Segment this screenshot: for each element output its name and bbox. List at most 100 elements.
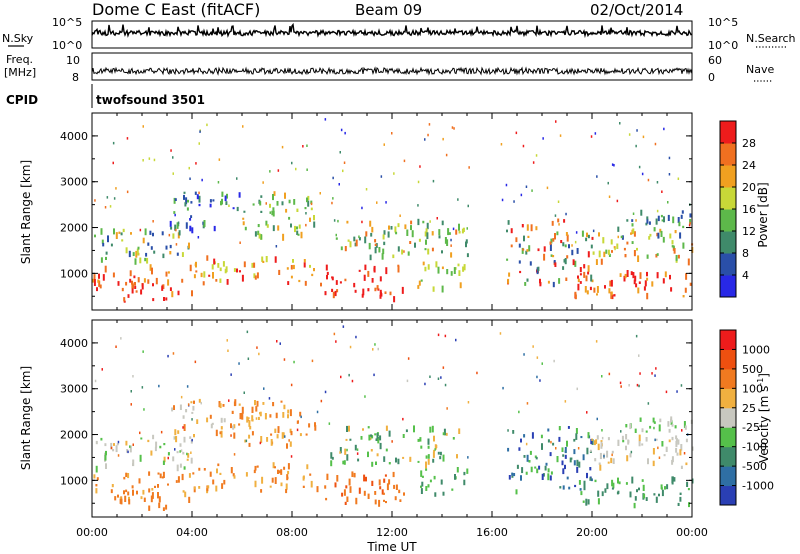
scatter-cell <box>290 431 293 436</box>
scatter-cell <box>427 264 430 270</box>
scatter-cell <box>190 201 193 204</box>
scatter-cell <box>186 458 189 461</box>
scatter-cell <box>594 132 597 135</box>
scatter-cell <box>665 446 668 452</box>
scatter-cell <box>286 267 289 270</box>
scatter-cell <box>351 471 354 477</box>
scatter-cell <box>537 248 540 252</box>
scatter-cell <box>221 191 224 197</box>
scatter-cell <box>452 437 455 440</box>
scatter-cell <box>629 491 632 498</box>
scatter-cell <box>184 491 187 498</box>
scatter-cell <box>158 384 160 388</box>
scatter-cell <box>432 179 435 183</box>
scatter-cell <box>189 436 192 439</box>
scatter-cell <box>244 439 247 443</box>
scatter-cell <box>417 180 420 184</box>
scatter-cell <box>622 439 625 443</box>
colorbar-segment <box>720 275 736 298</box>
scatter-cell <box>649 425 652 429</box>
scatter-cell <box>500 143 503 146</box>
scatter-cell <box>532 345 534 348</box>
scatter-cell <box>334 482 337 488</box>
scatter-cell <box>361 220 363 224</box>
scatter-cell <box>295 167 297 171</box>
scatter-cell <box>390 226 393 230</box>
scatter-cell <box>277 426 280 434</box>
scatter-cell <box>236 268 238 273</box>
scatter-cell <box>667 214 670 221</box>
scatter-cell <box>407 251 410 256</box>
scatter-cell <box>331 276 334 279</box>
scatter-cell <box>154 485 156 488</box>
scatter-cell <box>466 227 468 230</box>
scatter-cell <box>96 477 99 481</box>
scatter-cell <box>653 421 656 424</box>
scatter-cell <box>353 282 356 288</box>
scatter-cell <box>628 384 630 387</box>
scatter-cell <box>112 141 115 145</box>
scatter-cell <box>656 232 659 237</box>
scatter-cell <box>212 272 214 279</box>
scatter-cell <box>661 441 664 447</box>
scatter-cell <box>218 158 221 161</box>
scatter-cell <box>544 465 547 471</box>
scatter-cell <box>190 401 193 404</box>
scatter-cell <box>367 451 369 458</box>
scatter-cell <box>280 469 283 475</box>
scatter-cell <box>113 443 115 446</box>
scatter-cell <box>565 232 568 236</box>
scatter-cell <box>660 487 663 490</box>
scatter-cell <box>541 443 543 450</box>
scatter-cell <box>399 214 401 217</box>
scatter-cell <box>653 426 655 430</box>
scatter-cell <box>417 438 420 442</box>
scatter-cell <box>636 489 638 493</box>
scatter-cell <box>555 447 557 450</box>
scatter-cell <box>590 449 592 453</box>
scatter-cell <box>646 271 648 277</box>
scatter-cell <box>653 227 656 232</box>
scatter-cell <box>525 442 528 446</box>
scatter-cell <box>646 218 649 224</box>
scatter-cell <box>98 280 101 287</box>
scatter-cell <box>325 264 328 271</box>
scatter-cell <box>115 345 117 348</box>
scatter-cell <box>539 379 541 382</box>
scatter-cell <box>428 123 431 126</box>
scatter-cell <box>424 382 426 386</box>
scatter-cell <box>355 239 358 247</box>
scatter-cell <box>513 473 516 477</box>
scatter-cell <box>167 452 170 456</box>
scatter-cell <box>298 224 301 229</box>
scatter-cell <box>591 236 594 240</box>
scatter-cell <box>112 272 115 278</box>
scatter-cell <box>581 230 584 237</box>
scatter-cell <box>383 499 385 502</box>
scatter-cell <box>245 472 248 477</box>
scatter-cell <box>203 220 206 227</box>
scatter-cell <box>552 255 555 258</box>
scatter-cell <box>225 201 228 205</box>
scatter-cell <box>277 225 280 231</box>
scatter-cell <box>370 232 373 237</box>
scatter-cell <box>294 225 296 233</box>
scatter-cell <box>671 456 674 463</box>
scatter-cell <box>263 387 265 390</box>
scatter-cell <box>374 247 377 254</box>
scatter-cell <box>432 458 435 463</box>
scatter-cell <box>137 277 140 283</box>
scatter-cell <box>648 236 651 240</box>
scatter-cell <box>590 135 593 138</box>
colorbar-segment <box>720 253 736 276</box>
scatter-cell <box>147 439 150 443</box>
scatter-cell <box>630 271 633 276</box>
scatter-cell <box>142 350 144 353</box>
scatter-cell <box>93 279 96 286</box>
scatter-cell <box>463 471 466 476</box>
scatter-cell <box>145 252 148 257</box>
scatter-cell <box>190 451 192 454</box>
scatter-cell <box>623 275 626 282</box>
scatter-cell <box>340 128 343 132</box>
scatter-cell <box>179 443 182 447</box>
